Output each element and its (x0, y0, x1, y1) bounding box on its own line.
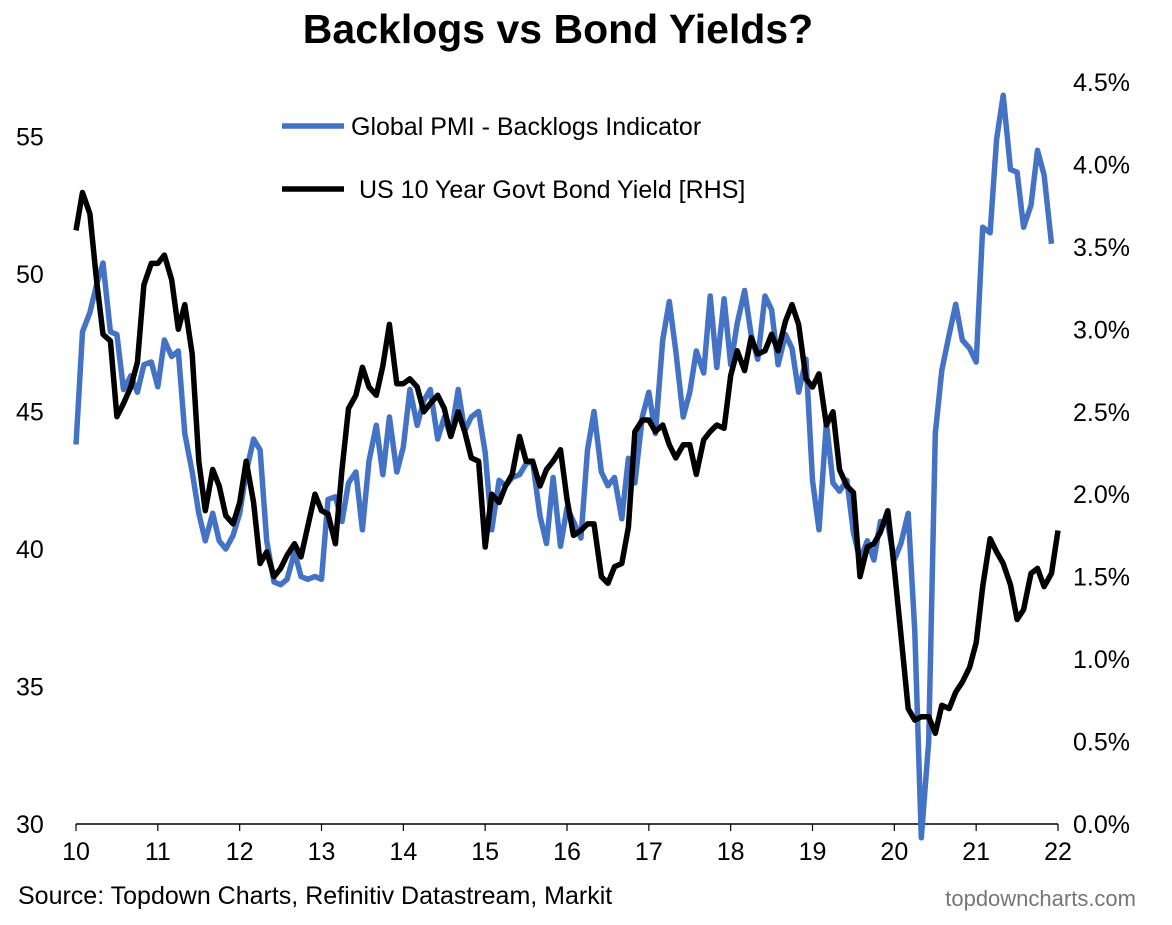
x-tick-label: 17 (635, 838, 663, 866)
x-tick-label: 10 (62, 838, 90, 866)
y-left-axis: 30 35 40 45 50 55 (16, 124, 44, 840)
y-right-tick-label: 4.5% (1073, 69, 1130, 97)
x-tick-label: 19 (799, 838, 827, 866)
y-right-tick-label: 2.5% (1073, 399, 1130, 427)
y-left-tick-label: 35 (16, 674, 44, 702)
y-right-tick-label: 0.0% (1073, 811, 1130, 839)
y-left-tick-label: 45 (16, 399, 44, 427)
chart-title: Backlogs vs Bond Yields? (302, 6, 814, 52)
x-axis: 10 11 12 13 14 15 16 17 18 19 20 21 22 (62, 823, 1072, 866)
y-left-tick-label: 55 (16, 124, 44, 152)
x-tick-label: 16 (553, 838, 581, 866)
y-left-tick-label: 30 (16, 811, 44, 839)
legend-label: US 10 Year Govt Bond Yield [RHS] (359, 176, 745, 204)
y-right-tick-label: 1.0% (1073, 646, 1130, 674)
legend-label: Global PMI - Backlogs Indicator (351, 113, 701, 141)
y-right-tick-label: 4.0% (1073, 151, 1130, 179)
x-tick-label: 13 (308, 838, 336, 866)
series-line-bond-yield (73, 189, 1061, 737)
y-right-tick-label: 3.5% (1073, 234, 1130, 262)
y-right-tick-label: 0.5% (1073, 729, 1130, 757)
legend: Global PMI - Backlogs Indicator US 10 Yea… (282, 113, 745, 204)
x-tick-label: 20 (880, 838, 908, 866)
brand-credit: topdowncharts.com (945, 886, 1136, 911)
x-tick-label: 22 (1044, 838, 1072, 866)
y-left-tick-label: 40 (16, 536, 44, 564)
x-tick-label: 12 (226, 838, 254, 866)
x-tick-label: 11 (145, 838, 171, 866)
series-layer (73, 92, 1061, 841)
x-tick-label: 15 (471, 838, 499, 866)
y-right-axis: 0.0% 0.5% 1.0% 1.5% 2.0% 2.5% 3.0% 3.5% 4.0% 4.5% (1073, 69, 1130, 839)
x-tick-label: 21 (962, 838, 990, 866)
x-tick-label: 18 (717, 838, 745, 866)
y-right-tick-label: 3.0% (1073, 316, 1130, 344)
source-note: Source: Topdown Charts, Refinitiv Datast… (18, 882, 613, 910)
y-right-tick-label: 2.0% (1073, 481, 1130, 509)
y-left-tick-label: 50 (16, 261, 44, 289)
y-right-tick-label: 1.5% (1073, 564, 1130, 592)
x-tick-label: 14 (389, 838, 417, 866)
